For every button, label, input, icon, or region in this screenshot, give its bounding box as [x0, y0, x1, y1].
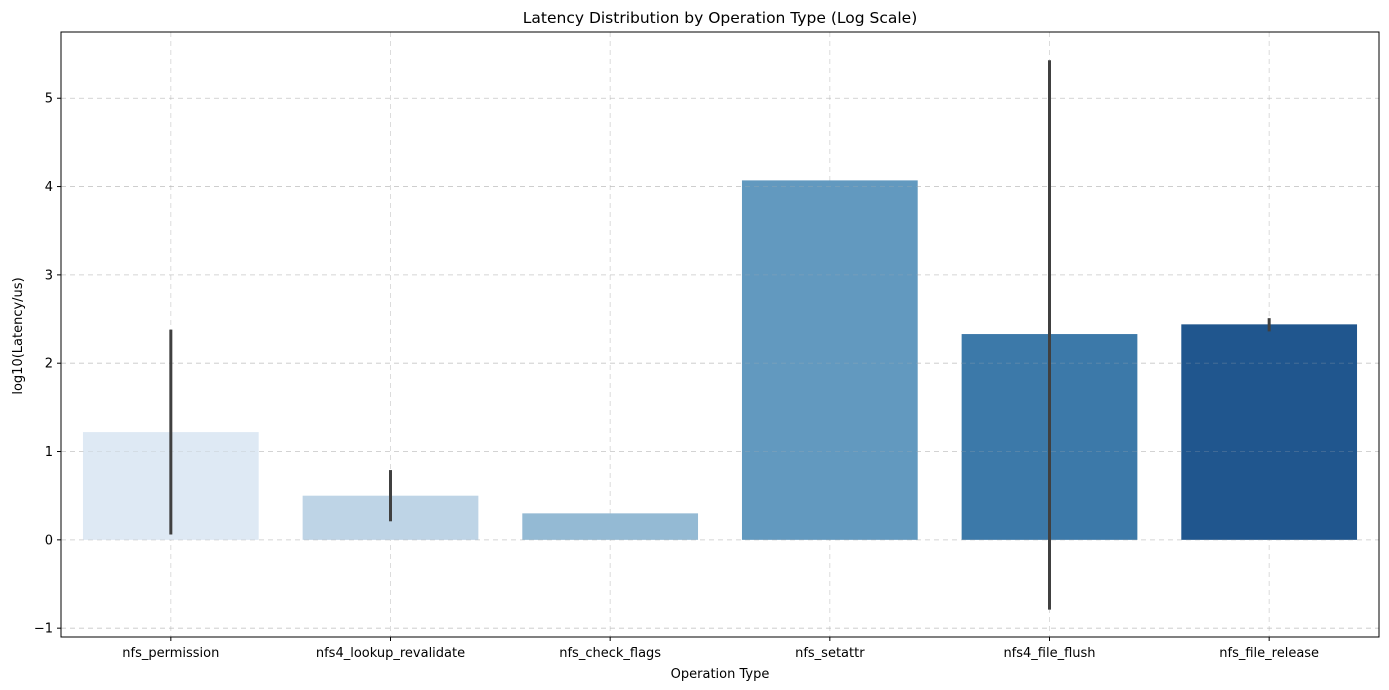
- y-axis-label: log10(Latency/us): [11, 277, 26, 394]
- y-tick-label: 5: [45, 92, 53, 107]
- ticks: −1 0 1 2 3 4 5 nfs_permission nfs4_lookup_revali…: [34, 92, 1319, 661]
- x-tick-label: nfs4_lookup_revalidate: [316, 646, 465, 661]
- y-tick-label: 4: [45, 180, 53, 195]
- y-tick-label: 1: [45, 445, 53, 460]
- grid-overlay: [61, 97, 1379, 629]
- y-tick-label: −1: [34, 622, 53, 637]
- bar: [741, 180, 918, 540]
- x-tick-label: nfs_check_flags: [559, 646, 661, 661]
- plot-frame: [60, 31, 1380, 638]
- bar: [1181, 324, 1358, 540]
- x-tick-label: nfs_permission: [122, 646, 219, 661]
- bar: [522, 513, 699, 540]
- y-tick-label: 0: [45, 533, 53, 548]
- x-axis-label: Operation Type: [671, 667, 770, 682]
- x-tick-label: nfs_setattr: [795, 646, 865, 661]
- error-bars: [169, 60, 1271, 610]
- x-tick-label: nfs_file_release: [1219, 646, 1319, 661]
- y-tick-label: 2: [45, 357, 53, 372]
- y-tick-label: 3: [45, 268, 53, 283]
- chart-title: Latency Distribution by Operation Type (…: [523, 9, 918, 27]
- x-tick-label: nfs4_file_flush: [1003, 646, 1095, 661]
